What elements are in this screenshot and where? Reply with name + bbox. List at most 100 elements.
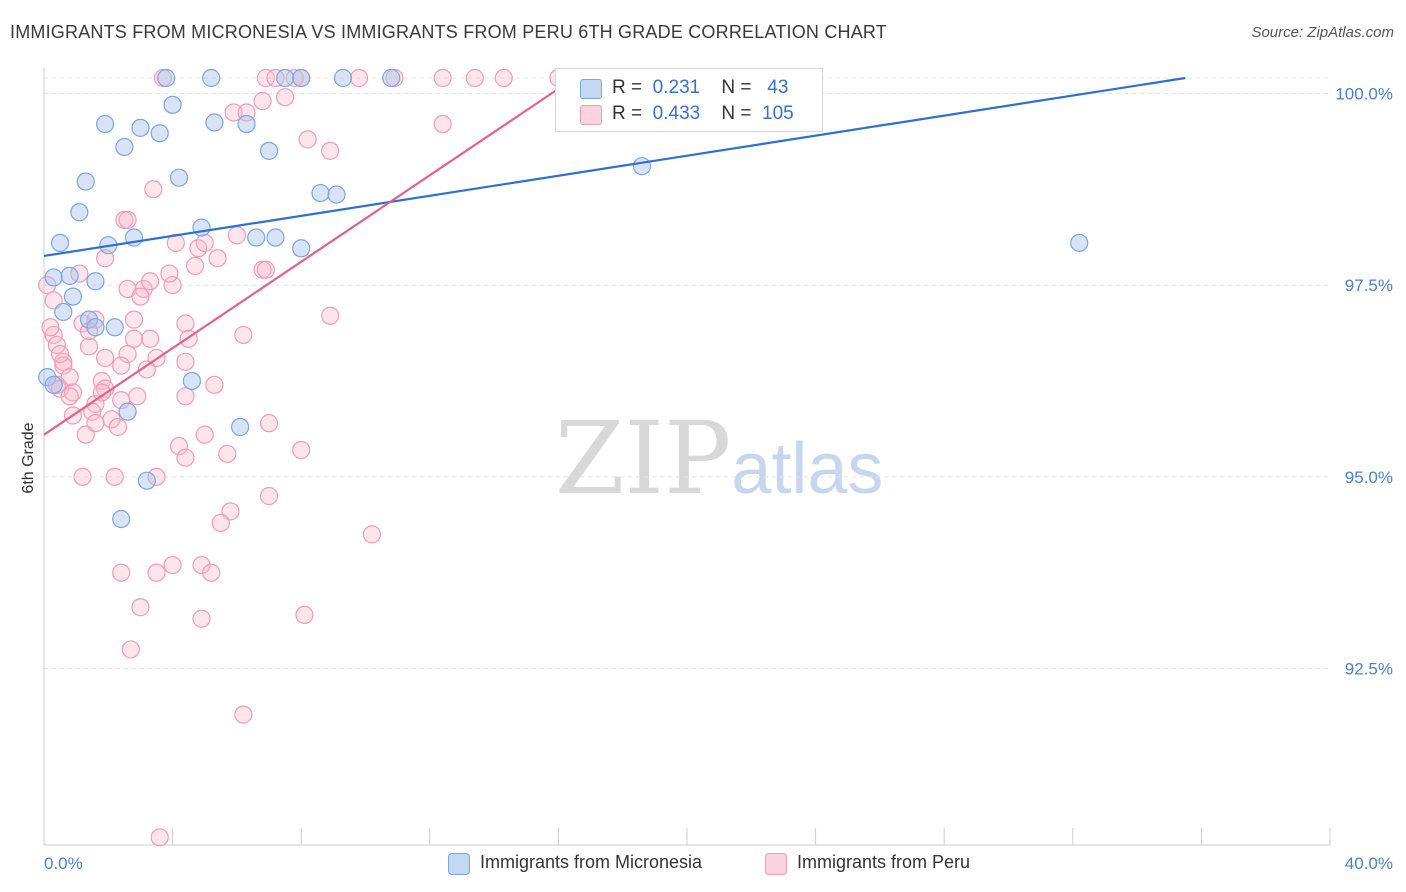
- point-micronesia: [131, 118, 150, 137]
- point-peru: [50, 345, 70, 364]
- point-micronesia: [86, 272, 105, 291]
- legend-n-label: N =: [721, 77, 752, 98]
- point-peru: [218, 444, 237, 463]
- point-peru: [137, 360, 156, 379]
- x-tick-label-max: 40.0%: [1345, 854, 1393, 873]
- point-peru: [227, 226, 246, 245]
- point-peru: [131, 598, 150, 617]
- point-micronesia: [157, 68, 176, 88]
- point-micronesia: [115, 137, 134, 157]
- bottom-legend-swatch-micronesia: [448, 853, 470, 875]
- point-peru: [147, 467, 166, 486]
- point-peru: [176, 387, 195, 406]
- legend-swatch-micronesia: [580, 79, 602, 99]
- point-peru: [195, 425, 214, 444]
- point-peru: [73, 467, 92, 486]
- point-peru: [112, 391, 131, 410]
- point-peru: [140, 329, 160, 348]
- point-micronesia: [205, 113, 224, 132]
- point-peru: [108, 417, 128, 437]
- point-peru: [259, 486, 279, 506]
- point-micronesia: [327, 185, 346, 204]
- chart-title: IMMIGRANTS FROM MICRONESIA VS IMMIGRANTS…: [10, 22, 887, 42]
- point-peru: [349, 68, 369, 88]
- point-micronesia: [50, 233, 70, 253]
- point-peru: [321, 306, 340, 325]
- y-tick-label: 92.5%: [1345, 660, 1393, 679]
- point-micronesia: [292, 68, 311, 88]
- point-peru: [256, 260, 275, 279]
- point-peru: [105, 467, 124, 486]
- point-peru: [147, 563, 166, 582]
- point-peru: [169, 437, 189, 456]
- point-peru: [362, 525, 382, 544]
- point-peru: [118, 345, 137, 364]
- point-peru: [433, 68, 452, 88]
- legend-r-value: 0.231: [652, 77, 701, 98]
- grid-lines: [44, 77, 1330, 670]
- point-peru: [224, 103, 243, 122]
- point-peru: [95, 348, 115, 368]
- point-micronesia: [333, 68, 353, 88]
- point-peru: [128, 387, 147, 406]
- point-peru: [118, 210, 137, 229]
- point-peru: [112, 356, 131, 375]
- point-peru: [176, 314, 195, 333]
- point-peru: [259, 414, 279, 433]
- point-micronesia: [292, 239, 311, 258]
- stats-legend: R = 0.231 N = 43 R = 0.433 N = 105: [555, 68, 823, 132]
- watermark-atlas: atlas: [731, 429, 884, 509]
- point-micronesia: [311, 183, 330, 203]
- point-peru: [292, 440, 311, 460]
- point-micronesia: [276, 68, 295, 88]
- point-micronesia: [237, 114, 256, 134]
- point-peru: [60, 387, 79, 406]
- point-micronesia: [382, 68, 401, 88]
- point-micronesia: [231, 417, 250, 437]
- point-micronesia: [44, 268, 63, 287]
- watermark-zip: ZIP: [555, 400, 732, 517]
- point-peru: [208, 249, 227, 268]
- trend-line-micronesia: [43, 76, 1186, 258]
- point-micronesia: [632, 157, 652, 176]
- point-peru: [160, 264, 179, 283]
- trend-line-peru: [43, 77, 576, 436]
- point-micronesia: [137, 471, 156, 490]
- point-micronesia: [163, 95, 182, 114]
- point-peru: [234, 705, 253, 724]
- point-peru: [253, 91, 272, 111]
- point-peru: [321, 141, 340, 160]
- bottom-legend-swatch-peru: [765, 853, 787, 875]
- point-peru: [465, 68, 484, 88]
- point-peru: [192, 609, 211, 628]
- point-peru: [211, 513, 230, 532]
- legend-n-value: 105: [762, 103, 794, 124]
- point-micronesia: [105, 318, 124, 337]
- point-peru: [76, 425, 95, 444]
- bottom-legend-label-peru: Immigrants from Peru: [797, 852, 971, 872]
- point-micronesia: [76, 172, 95, 191]
- point-peru: [121, 640, 140, 659]
- point-peru: [276, 88, 295, 107]
- point-peru: [92, 383, 111, 402]
- point-micronesia: [259, 141, 279, 160]
- point-micronesia: [192, 218, 211, 237]
- point-peru: [192, 555, 211, 575]
- y-tick-label: 100.0%: [1335, 84, 1393, 103]
- point-peru: [186, 256, 205, 276]
- point-peru: [433, 114, 452, 134]
- point-peru: [124, 310, 144, 329]
- point-peru: [195, 233, 214, 253]
- point-micronesia: [150, 124, 169, 143]
- y-tick-label: 97.5%: [1345, 276, 1393, 295]
- point-peru: [163, 275, 182, 295]
- point-micronesia: [169, 168, 189, 187]
- point-peru: [131, 287, 150, 306]
- point-micronesia: [1070, 233, 1089, 253]
- legend-r-value: 0.433: [652, 103, 701, 124]
- point-peru: [176, 448, 195, 467]
- point-peru: [494, 68, 513, 88]
- point-peru: [144, 180, 163, 199]
- point-peru: [54, 356, 73, 375]
- point-micronesia: [247, 228, 266, 247]
